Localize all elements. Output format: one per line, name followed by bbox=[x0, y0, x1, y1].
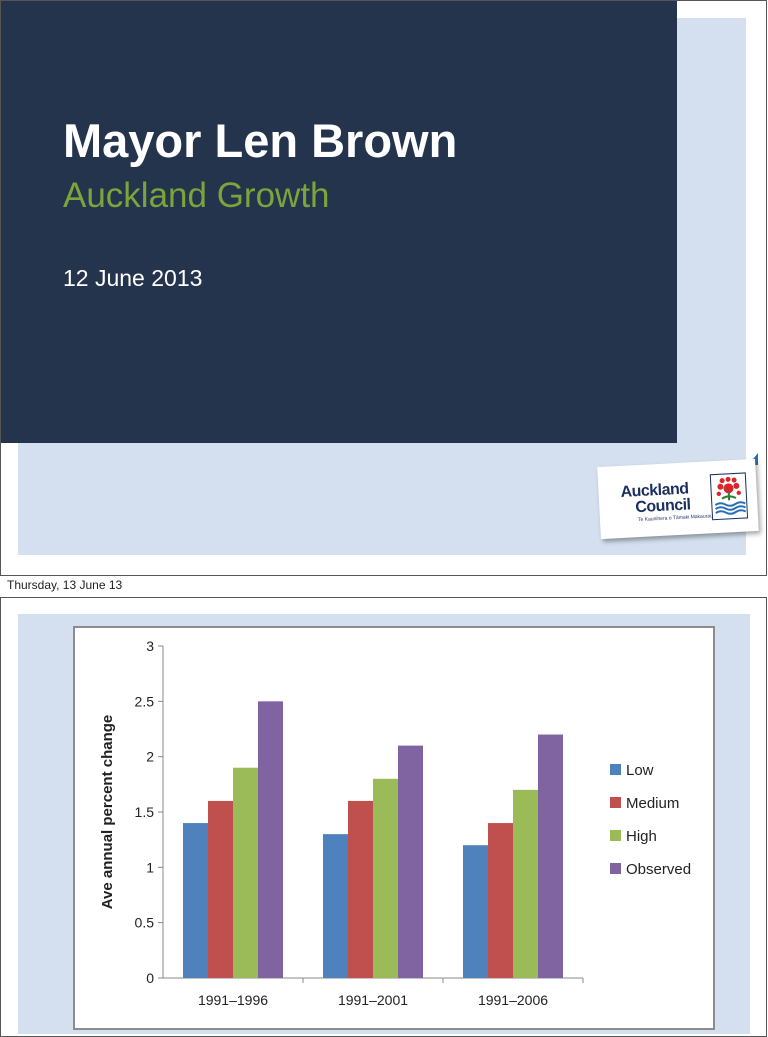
bar-chart: 0 0.5 1 1.5 2 2.5 3 Ave annual percent change 19… bbox=[73, 626, 715, 1030]
pohutukawa-emblem-icon bbox=[709, 472, 749, 521]
y-tick-label: 2 bbox=[146, 749, 154, 765]
y-tick-label: 2.5 bbox=[135, 693, 155, 709]
y-tick-label: 0.5 bbox=[135, 915, 155, 931]
chart-slide: 0 0.5 1 1.5 2 2.5 3 Ave annual percent change 19… bbox=[0, 597, 767, 1037]
title-slide: Mayor Len Brown Auckland Growth 12 June … bbox=[0, 0, 767, 576]
bar-observed-2 bbox=[398, 745, 423, 978]
x-tick-label: 1991–2001 bbox=[338, 992, 408, 1008]
legend-label-observed: Observed bbox=[626, 861, 691, 878]
legend-label-low: Low bbox=[626, 762, 654, 779]
bar-high-3 bbox=[513, 789, 538, 978]
bar-low-1 bbox=[183, 823, 208, 978]
legend-swatch-low bbox=[610, 764, 621, 775]
chart-canvas: 0 0.5 1 1.5 2 2.5 3 Ave annual percent change 19… bbox=[99, 638, 691, 1008]
auckland-council-logo: Auckland Council Te Kaunihera o Tāmaki M… bbox=[597, 458, 759, 540]
bar-medium-2 bbox=[348, 800, 373, 978]
bar-high-2 bbox=[373, 778, 398, 978]
legend-swatch-high bbox=[610, 830, 621, 841]
slide-subtitle: Auckland Growth bbox=[63, 176, 330, 215]
bar-observed-3 bbox=[538, 734, 563, 978]
y-axis-title: Ave annual percent change bbox=[99, 715, 116, 910]
legend-swatch-observed bbox=[610, 863, 621, 874]
y-tick-label: 1 bbox=[146, 859, 154, 875]
x-tick-label: 1991–2006 bbox=[478, 992, 548, 1008]
bar-medium-3 bbox=[488, 823, 513, 978]
y-tick-label: 3 bbox=[146, 638, 154, 654]
bar-observed-1 bbox=[258, 701, 283, 978]
bar-high-1 bbox=[233, 767, 258, 978]
slide-title: Mayor Len Brown bbox=[63, 114, 458, 167]
bar-low-2 bbox=[323, 834, 348, 978]
x-tick-label: 1991–1996 bbox=[198, 992, 268, 1008]
slide-caption-date: Thursday, 13 June 13 bbox=[7, 578, 123, 592]
legend-swatch-medium bbox=[610, 797, 621, 808]
slide-date: 12 June 2013 bbox=[63, 265, 203, 291]
legend-label-high: High bbox=[626, 828, 657, 845]
legend-label-medium: Medium bbox=[626, 795, 679, 812]
bar-low-3 bbox=[463, 845, 488, 978]
y-tick-label: 1.5 bbox=[135, 804, 155, 820]
slide-title-panel: Mayor Len Brown Auckland Growth 12 June … bbox=[1, 1, 677, 443]
bar-medium-1 bbox=[208, 800, 233, 978]
y-tick-label: 0 bbox=[146, 970, 154, 986]
